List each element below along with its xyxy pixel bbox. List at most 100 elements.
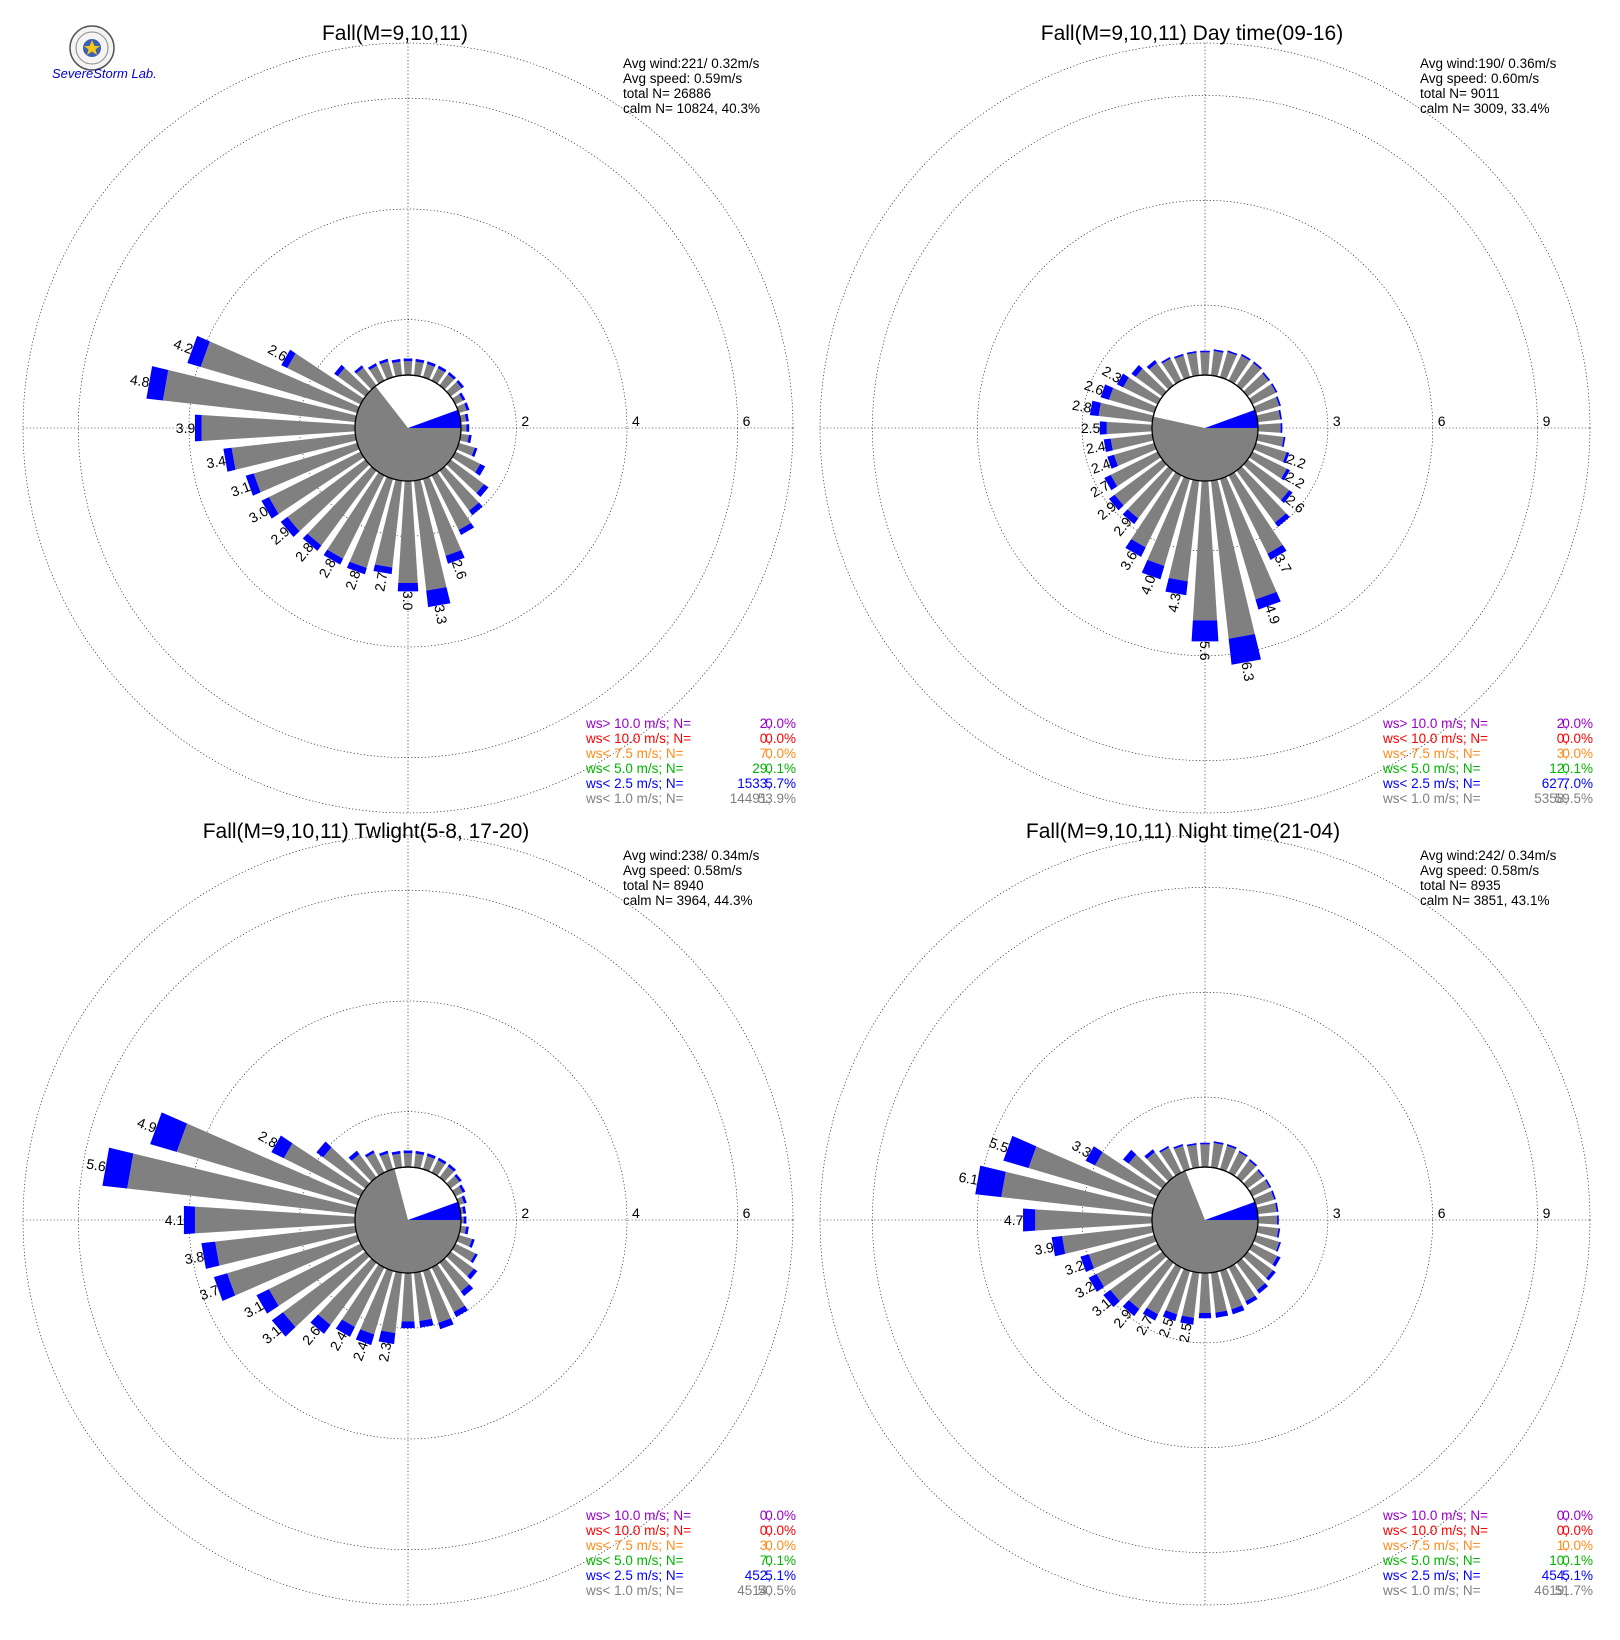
wind-bar-mid [1231, 1305, 1245, 1315]
wind-bar-low [459, 414, 467, 423]
ring-tick-label: 2 [521, 413, 529, 429]
legend-entry: ws< 5.0 m/s; N= 10, 0.1% [1382, 1553, 1593, 1568]
wind-bar-mid [1200, 1142, 1210, 1145]
wind-bar-mid [415, 358, 425, 364]
legend-percent: 0.0% [1558, 731, 1593, 746]
legend-entry: ws< 2.5 m/s; N= 627, 7.0% [1382, 776, 1593, 791]
legend-count: 1533, [737, 776, 771, 791]
wind-bar-mid [462, 1206, 467, 1214]
wind-bar-low [1257, 1215, 1278, 1225]
wind-bar-low [1219, 352, 1237, 380]
wind-bar-mid [391, 358, 401, 364]
wind-bar-low [1187, 1144, 1200, 1169]
wind-bar-low [1249, 384, 1276, 405]
wind-bar-low [1236, 466, 1287, 523]
wind-bar-low [1236, 1258, 1266, 1291]
legend-count: 10, [1549, 1553, 1568, 1568]
wind-bar-low [1062, 1225, 1154, 1254]
legend-entry: ws< 1.0 m/s; N= 4514, 50.5% [585, 1583, 796, 1598]
bar-value-label: 5.6 [1197, 641, 1213, 661]
legend-percent: 50.5% [754, 1583, 796, 1598]
wind-bar-mid [1003, 1135, 1037, 1169]
wind-bar-low [1249, 451, 1287, 479]
wind-bar-mid [379, 358, 389, 365]
legend-label: ws< 7.5 m/s; N= [585, 1538, 684, 1553]
bar-value-label: 3.7 [197, 1281, 221, 1303]
wind-bar-mid [1274, 513, 1290, 527]
bar-value-label: 2.5 [1176, 1322, 1195, 1344]
wind-bar-mid [271, 1312, 296, 1337]
wind-bar-low [1243, 373, 1269, 397]
wind-bar-low [439, 374, 455, 390]
outer-ring [819, 42, 1591, 814]
legend-label: ws> 10.0 m/s; N= [585, 716, 691, 731]
wind-bar-low [459, 433, 469, 443]
bar-value-label: 3.9 [1033, 1239, 1055, 1258]
wind-bar-mid [378, 1330, 396, 1345]
stat-avg-wind: Avg wind:242/ 0.34m/s [1420, 848, 1557, 863]
wind-bar-mid [256, 1289, 279, 1314]
stat-avg-wind: Avg wind:221/ 0.32m/s [623, 56, 760, 71]
legend-percent: 0.0% [761, 731, 796, 746]
wind-bar-mid [364, 1150, 375, 1158]
wind-bar-low [1131, 472, 1182, 548]
wind-bar-mid [467, 434, 472, 444]
wind-bar-mid [1272, 1255, 1281, 1267]
wind-bar-mid [348, 1150, 360, 1161]
wind-bar-mid [1180, 1315, 1195, 1325]
panel-title: Fall(M=9,10,11) Night time(21-04) [1026, 820, 1340, 843]
wind-bar-low [1110, 451, 1161, 487]
wind-bar-low [456, 403, 467, 414]
outer-ring [819, 834, 1591, 1606]
wind-bar-low [1123, 377, 1161, 405]
wind-bar-mid [1270, 383, 1278, 393]
wind-bar-low [439, 1258, 470, 1292]
wind-bar-mid [1198, 1313, 1212, 1319]
wind-bar-low [318, 1258, 377, 1326]
wind-bar-mid [1186, 1143, 1197, 1147]
wind-bar-low [337, 367, 370, 397]
wind-bar-low [1108, 387, 1157, 414]
wind-bar-low [1200, 1144, 1210, 1168]
wind-bar-low [1110, 433, 1154, 451]
wind-bar-mid [1228, 634, 1262, 665]
wind-bar-low [200, 341, 360, 414]
legend-count: 3, [1557, 746, 1568, 761]
wind-bar-low [1165, 1268, 1191, 1315]
wind-bar-mid [1253, 361, 1263, 370]
legend-count: 627, [1542, 776, 1568, 791]
wind-bar-low [380, 1153, 394, 1172]
wind-bar-mid [1122, 1149, 1137, 1164]
wind-bar-mid [464, 413, 469, 422]
legend-percent: 0.1% [1558, 761, 1593, 776]
wind-bar-low [1001, 1171, 1154, 1215]
ring-tick-label: 2 [521, 1205, 529, 1221]
wind-bar-mid [456, 380, 465, 389]
wind-bar-low [253, 442, 360, 493]
stat-calm: calm N= 3009, 33.4% [1420, 101, 1549, 116]
wind-bar-low [1210, 1143, 1224, 1169]
legend-label: ws< 10.0 m/s; N= [585, 731, 691, 746]
legend-entry: ws> 10.0 m/s; N= 0, 0.0% [1382, 1508, 1593, 1523]
legend-count: 452, [745, 1568, 771, 1583]
bar-value-label: 4.2 [171, 335, 195, 357]
legend-percent: 5.1% [1558, 1568, 1593, 1583]
wind-bar-low [1210, 351, 1224, 377]
calm-sector [355, 1168, 461, 1273]
legend-entry: ws< 1.0 m/s; N= 4619, 51.7% [1382, 1583, 1593, 1598]
wind-bar-low [1256, 1203, 1277, 1215]
ring-tick-label: 9 [1543, 413, 1551, 429]
legend-label: ws< 10.0 m/s; N= [1382, 731, 1488, 746]
wind-bar-mid [464, 402, 470, 411]
legend-count: 3, [760, 1538, 771, 1553]
wind-bar-mid [1213, 349, 1224, 353]
legend-label: ws< 7.5 m/s; N= [1382, 1538, 1481, 1553]
stat-avg-speed: Avg speed: 0.58m/s [623, 863, 742, 878]
wind-bar-low [1210, 1271, 1227, 1313]
wind-bar-mid [1276, 1228, 1281, 1238]
bar-value-label: 2.4 [1085, 438, 1107, 457]
legend-label: ws< 1.0 m/s; N= [585, 791, 684, 806]
wind-bar-mid [1146, 360, 1157, 370]
calm-sector-blue [408, 409, 461, 428]
wind-bar-low [1162, 358, 1182, 384]
